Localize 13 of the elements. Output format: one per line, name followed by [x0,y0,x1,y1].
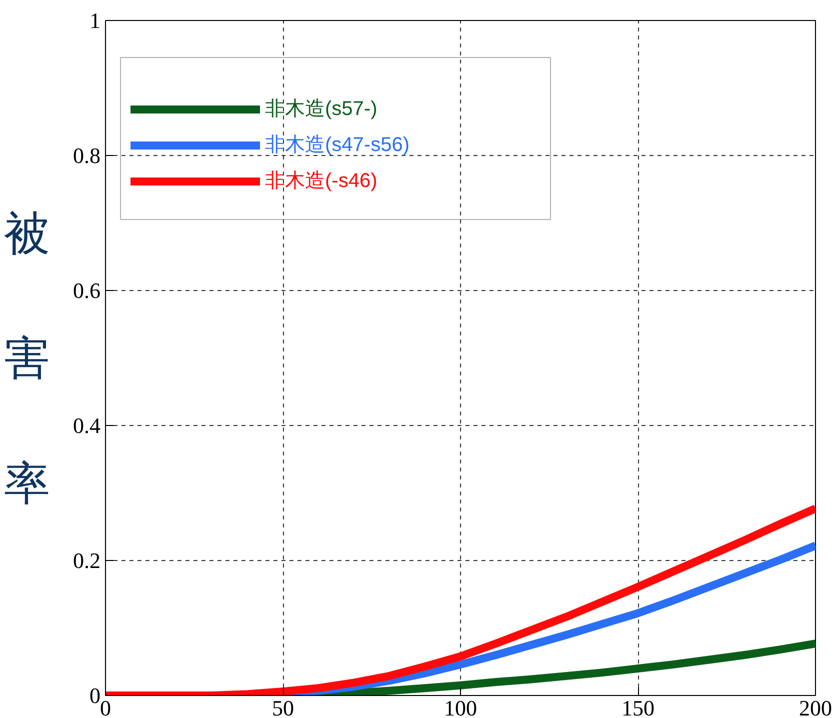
text: 非木造(-s46) [265,169,378,194]
x-tick-label: 100 [444,696,477,718]
y-tick-label: 0.6 [73,278,100,303]
y-tick-label: 1 [90,8,100,33]
x-tick-label: 200 [799,696,832,718]
x-tick-label: 50 [272,696,294,718]
y-tick-label: 0.8 [73,143,100,168]
y-tick-label: 0.2 [73,548,100,573]
text: 被害率 [4,207,50,509]
x-tick-label: 150 [622,696,654,718]
text: 非木造(s47-s56) [265,133,410,158]
text: 非木造(s57-) [265,97,378,122]
y-tick-label: 0.4 [73,413,100,438]
